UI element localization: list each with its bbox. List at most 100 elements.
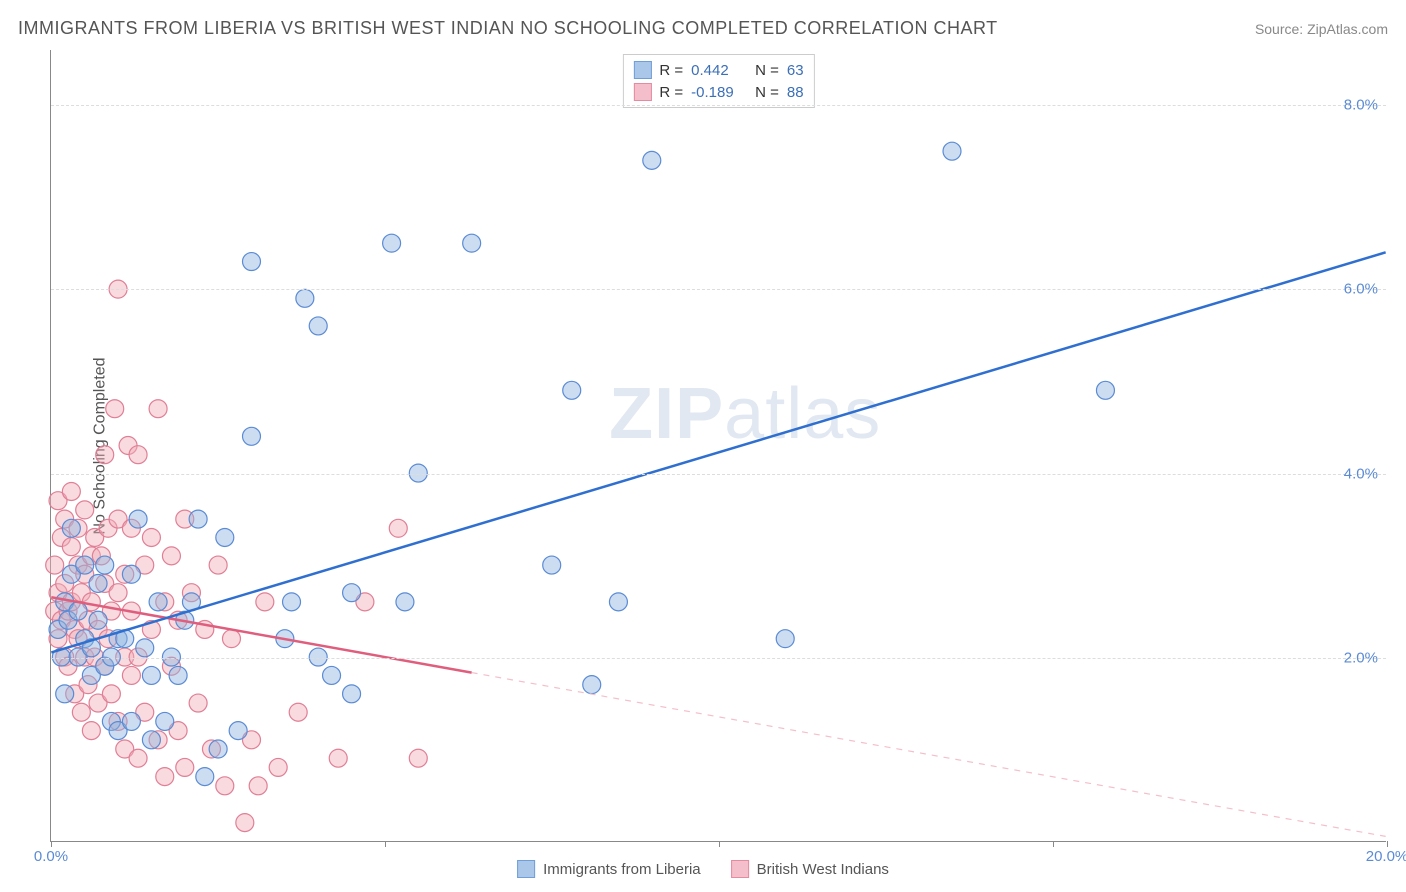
- r-label: R =: [659, 84, 683, 101]
- scatter-point: [62, 538, 80, 556]
- scatter-point: [189, 510, 207, 528]
- y-tick-label: 4.0%: [1344, 465, 1378, 482]
- scatter-point: [196, 768, 214, 786]
- y-tick-label: 6.0%: [1344, 281, 1378, 298]
- legend-label: British West Indians: [757, 861, 889, 878]
- scatter-point: [543, 556, 561, 574]
- x-tick: [51, 841, 52, 847]
- r-value: -0.189: [691, 84, 747, 101]
- scatter-point: [216, 777, 234, 795]
- scatter-point: [609, 593, 627, 611]
- scatter-point: [122, 565, 140, 583]
- trend-line: [51, 252, 1385, 652]
- scatter-point: [209, 556, 227, 574]
- n-value: 88: [787, 84, 804, 101]
- scatter-point: [169, 666, 187, 684]
- scatter-point: [243, 427, 261, 445]
- legend-row: R = -0.189 N = 88: [633, 81, 803, 103]
- y-tick-label: 2.0%: [1344, 649, 1378, 666]
- scatter-point: [249, 777, 267, 795]
- x-tick: [385, 841, 386, 847]
- legend-swatch: [633, 83, 651, 101]
- n-value: 63: [787, 62, 804, 79]
- scatter-point: [463, 234, 481, 252]
- scatter-point: [142, 528, 160, 546]
- scatter-point: [309, 317, 327, 335]
- legend-item: Immigrants from Liberia: [517, 860, 701, 878]
- gridline-h: [51, 658, 1386, 659]
- legend-swatch: [517, 860, 535, 878]
- y-tick-label: 8.0%: [1344, 97, 1378, 114]
- scatter-point: [1096, 381, 1114, 399]
- scatter-point: [129, 749, 147, 767]
- scatter-point: [72, 703, 90, 721]
- scatter-point: [56, 685, 74, 703]
- n-label: N =: [755, 84, 779, 101]
- scatter-point: [563, 381, 581, 399]
- chart-plot-area: ZIPatlas R = 0.442 N = 63 R = -0.189 N =…: [50, 50, 1386, 842]
- legend-label: Immigrants from Liberia: [543, 861, 701, 878]
- x-tick-label: 0.0%: [34, 848, 68, 865]
- scatter-point: [343, 685, 361, 703]
- scatter-point: [409, 749, 427, 767]
- scatter-point: [222, 630, 240, 648]
- correlation-legend: R = 0.442 N = 63 R = -0.189 N = 88: [622, 54, 814, 108]
- scatter-point: [89, 611, 107, 629]
- source-label: Source: ZipAtlas.com: [1255, 21, 1388, 37]
- scatter-point: [296, 289, 314, 307]
- scatter-point: [643, 151, 661, 169]
- series-legend: Immigrants from Liberia British West Ind…: [517, 860, 889, 878]
- scatter-point: [106, 400, 124, 418]
- scatter-point: [76, 501, 94, 519]
- scatter-point: [343, 584, 361, 602]
- x-tick: [719, 841, 720, 847]
- scatter-point: [129, 510, 147, 528]
- scatter-point: [62, 519, 80, 537]
- scatter-point: [236, 814, 254, 832]
- scatter-point: [149, 593, 167, 611]
- r-value: 0.442: [691, 62, 747, 79]
- legend-swatch: [633, 61, 651, 79]
- scatter-point: [243, 253, 261, 271]
- scatter-point: [389, 519, 407, 537]
- scatter-point: [96, 556, 114, 574]
- scatter-point: [122, 712, 140, 730]
- scatter-point: [142, 731, 160, 749]
- r-label: R =: [659, 62, 683, 79]
- gridline-h: [51, 105, 1386, 106]
- scatter-point: [69, 602, 87, 620]
- scatter-plot-svg: [51, 50, 1386, 841]
- scatter-point: [142, 666, 160, 684]
- scatter-point: [176, 758, 194, 776]
- scatter-point: [396, 593, 414, 611]
- scatter-point: [323, 666, 341, 684]
- scatter-point: [189, 694, 207, 712]
- scatter-point: [162, 547, 180, 565]
- scatter-point: [102, 685, 120, 703]
- n-label: N =: [755, 62, 779, 79]
- scatter-point: [96, 446, 114, 464]
- scatter-point: [129, 446, 147, 464]
- legend-row: R = 0.442 N = 63: [633, 59, 803, 81]
- x-tick-label: 20.0%: [1366, 848, 1406, 865]
- x-tick: [1387, 841, 1388, 847]
- scatter-point: [82, 722, 100, 740]
- scatter-point: [89, 574, 107, 592]
- scatter-point: [269, 758, 287, 776]
- legend-swatch: [731, 860, 749, 878]
- scatter-point: [943, 142, 961, 160]
- gridline-h: [51, 289, 1386, 290]
- scatter-point: [156, 712, 174, 730]
- scatter-point: [156, 768, 174, 786]
- scatter-point: [256, 593, 274, 611]
- scatter-point: [209, 740, 227, 758]
- legend-item: British West Indians: [731, 860, 889, 878]
- scatter-point: [122, 666, 140, 684]
- scatter-point: [136, 639, 154, 657]
- scatter-point: [46, 556, 64, 574]
- trend-line: [472, 673, 1386, 837]
- scatter-point: [289, 703, 307, 721]
- scatter-point: [776, 630, 794, 648]
- gridline-h: [51, 474, 1386, 475]
- scatter-point: [229, 722, 247, 740]
